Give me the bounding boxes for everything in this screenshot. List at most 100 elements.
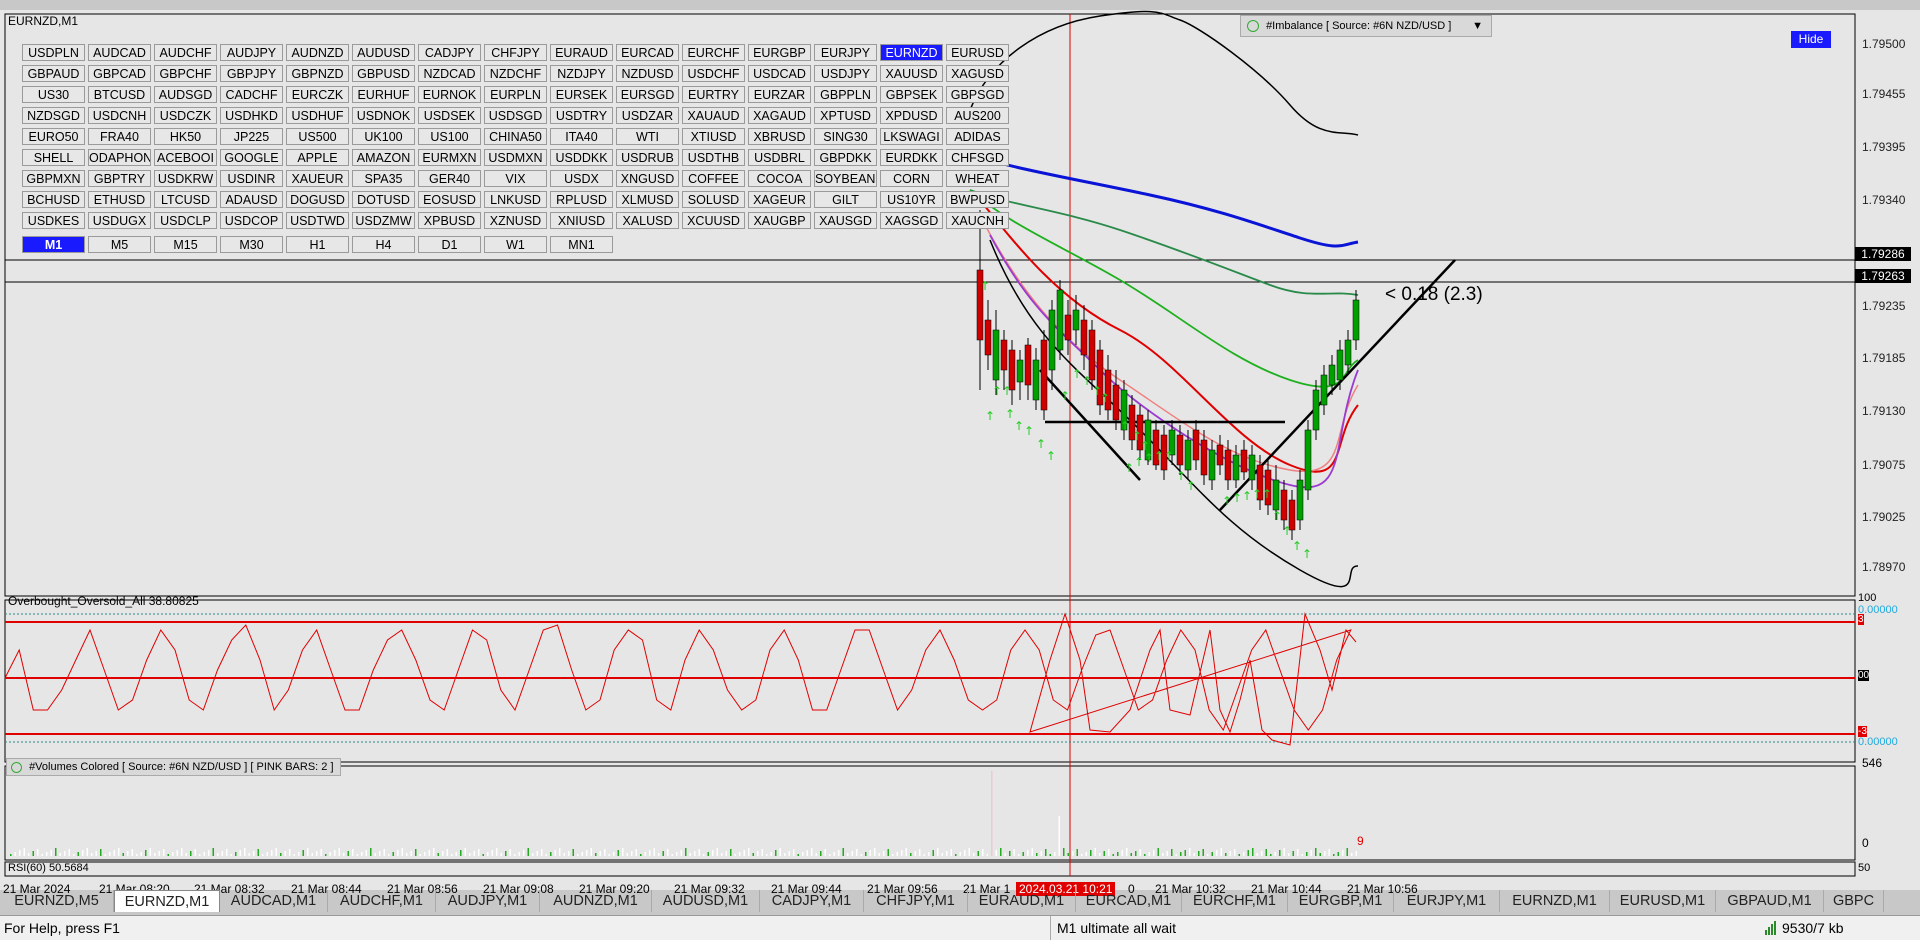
symbol-button-chfjpy[interactable]: CHFJPY xyxy=(484,44,547,61)
chart-tab[interactable]: EURCAD,M1 xyxy=(1076,890,1182,912)
symbol-button-gbppln[interactable]: GBPPLN xyxy=(814,86,877,103)
symbol-button-usdmxn[interactable]: USDMXN xyxy=(484,149,547,166)
symbol-button-adausd[interactable]: ADAUSD xyxy=(220,191,283,208)
symbol-button-nzdusd[interactable]: NZDUSD xyxy=(616,65,679,82)
symbol-button-usdugx[interactable]: USDUGX xyxy=(88,212,151,229)
symbol-button-us100[interactable]: US100 xyxy=(418,128,481,145)
symbol-button-gbpsek[interactable]: GBPSEK xyxy=(880,86,943,103)
symbol-button-usdsek[interactable]: USDSEK xyxy=(418,107,481,124)
symbol-button-lnkusd[interactable]: LNKUSD xyxy=(484,191,547,208)
chart-tab[interactable]: EURAUD,M1 xyxy=(968,890,1076,912)
symbol-button-us500[interactable]: US500 xyxy=(286,128,349,145)
symbol-button-usdcop[interactable]: USDCOP xyxy=(220,212,283,229)
symbol-button-adidas[interactable]: ADIDAS xyxy=(946,128,1009,145)
chart-tab[interactable]: AUDNZD,M1 xyxy=(540,890,652,912)
symbol-button-usdkes[interactable]: USDKES xyxy=(22,212,85,229)
symbol-button-xaucnh[interactable]: XAUCNH xyxy=(946,212,1009,229)
symbol-button-ita40[interactable]: ITA40 xyxy=(550,128,613,145)
symbol-button-amazon[interactable]: AMAZON xyxy=(352,149,415,166)
symbol-button-fra40[interactable]: FRA40 xyxy=(88,128,151,145)
symbol-button-usdczk[interactable]: USDCZK xyxy=(154,107,217,124)
symbol-button-acebooi[interactable]: ACEBOOI xyxy=(154,149,217,166)
symbol-button-bwpusd[interactable]: BWPUSD xyxy=(946,191,1009,208)
symbol-button-rplusd[interactable]: RPLUSD xyxy=(550,191,613,208)
symbol-button-xznusd[interactable]: XZNUSD xyxy=(484,212,547,229)
symbol-button-gilt[interactable]: GILT xyxy=(814,191,877,208)
symbol-button-chfsgd[interactable]: CHFSGD xyxy=(946,149,1009,166)
chart-tab[interactable]: AUDCHF,M1 xyxy=(328,890,436,912)
symbol-button-audcad[interactable]: AUDCAD xyxy=(88,44,151,61)
symbol-button-spa35[interactable]: SPA35 xyxy=(352,170,415,187)
symbol-button-usdcnh[interactable]: USDCNH xyxy=(88,107,151,124)
chart-tab[interactable]: CHFJPY,M1 xyxy=(864,890,968,912)
symbol-button-xbrusd[interactable]: XBRUSD xyxy=(748,128,811,145)
symbol-button-dogusd[interactable]: DOGUSD xyxy=(286,191,349,208)
symbol-button-cadchf[interactable]: CADCHF xyxy=(220,86,283,103)
symbol-button-coffee[interactable]: COFFEE xyxy=(682,170,745,187)
symbol-button-xalusd[interactable]: XALUSD xyxy=(616,212,679,229)
symbol-button-xcuusd[interactable]: XCUUSD xyxy=(682,212,745,229)
symbol-button-gbpsgd[interactable]: GBPSGD xyxy=(946,86,1009,103)
symbol-button-xniusd[interactable]: XNIUSD xyxy=(550,212,613,229)
symbol-button-jp225[interactable]: JP225 xyxy=(220,128,283,145)
symbol-button-usdzmw[interactable]: USDZMW xyxy=(352,212,415,229)
symbol-button-china50[interactable]: CHINA50 xyxy=(484,128,547,145)
symbol-button-ger40[interactable]: GER40 xyxy=(418,170,481,187)
chevron-down-icon[interactable]: ▼ xyxy=(1472,20,1483,32)
volumes-indicator[interactable]: #Volumes Colored [ Source: #6N NZD/USD ]… xyxy=(6,758,341,776)
timeframe-button-w1[interactable]: W1 xyxy=(484,236,547,253)
chart-tab[interactable]: AUDJPY,M1 xyxy=(436,890,540,912)
symbol-button-eurjpy[interactable]: EURJPY xyxy=(814,44,877,61)
symbol-button-usdzar[interactable]: USDZAR xyxy=(616,107,679,124)
symbol-button-bchusd[interactable]: BCHUSD xyxy=(22,191,85,208)
symbol-button-eosusd[interactable]: EOSUSD xyxy=(418,191,481,208)
symbol-button-usdthb[interactable]: USDTHB xyxy=(682,149,745,166)
symbol-button-usdhuf[interactable]: USDHUF xyxy=(286,107,349,124)
chart-tab[interactable]: EURGBP,M1 xyxy=(1288,890,1394,912)
symbol-button-xagaud[interactable]: XAGAUD xyxy=(748,107,811,124)
symbol-button-ltcusd[interactable]: LTCUSD xyxy=(154,191,217,208)
symbol-button-xpbusd[interactable]: XPBUSD xyxy=(418,212,481,229)
symbol-button-gbpdkk[interactable]: GBPDKK xyxy=(814,149,877,166)
symbol-button-usdinr[interactable]: USDINR xyxy=(220,170,283,187)
symbol-button-gbpnzd[interactable]: GBPNZD xyxy=(286,65,349,82)
symbol-button-xlmusd[interactable]: XLMUSD xyxy=(616,191,679,208)
symbol-button-usdrub[interactable]: USDRUB xyxy=(616,149,679,166)
symbol-button-xagsgd[interactable]: XAGSGD xyxy=(880,212,943,229)
symbol-button-xagusd[interactable]: XAGUSD xyxy=(946,65,1009,82)
symbol-button-xpdusd[interactable]: XPDUSD xyxy=(880,107,943,124)
symbol-button-vix[interactable]: VIX xyxy=(484,170,547,187)
timeframe-button-m30[interactable]: M30 xyxy=(220,236,283,253)
symbol-button-xausgd[interactable]: XAUSGD xyxy=(814,212,877,229)
symbol-button-usdnok[interactable]: USDNOK xyxy=(352,107,415,124)
chart-tab[interactable]: AUDCAD,M1 xyxy=(220,890,328,912)
symbol-button-gbpaud[interactable]: GBPAUD xyxy=(22,65,85,82)
symbol-button-ethusd[interactable]: ETHUSD xyxy=(88,191,151,208)
symbol-button-us10yr[interactable]: US10YR xyxy=(880,191,943,208)
symbol-button-eurnzd[interactable]: EURNZD xyxy=(880,44,943,61)
symbol-button-google[interactable]: GOOGLE xyxy=(220,149,283,166)
symbol-button-gbpjpy[interactable]: GBPJPY xyxy=(220,65,283,82)
symbol-button-gbpmxn[interactable]: GBPMXN xyxy=(22,170,85,187)
timeframe-button-m1[interactable]: M1 xyxy=(22,236,85,253)
symbol-button-xageur[interactable]: XAGEUR xyxy=(748,191,811,208)
symbol-button-euro50[interactable]: EURO50 xyxy=(22,128,85,145)
chart-tab[interactable]: EURCHF,M1 xyxy=(1182,890,1288,912)
symbol-button-eurchf[interactable]: EURCHF xyxy=(682,44,745,61)
symbol-button-sing30[interactable]: SING30 xyxy=(814,128,877,145)
symbol-button-eurmxn[interactable]: EURMXN xyxy=(418,149,481,166)
chart-tab[interactable]: GBPC xyxy=(1824,890,1884,912)
symbol-button-eurnok[interactable]: EURNOK xyxy=(418,86,481,103)
symbol-button-cocoa[interactable]: COCOA xyxy=(748,170,811,187)
symbol-button-us30[interactable]: US30 xyxy=(22,86,85,103)
symbol-button-xaueur[interactable]: XAUEUR xyxy=(286,170,349,187)
symbol-button-xauaud[interactable]: XAUAUD xyxy=(682,107,745,124)
symbol-button-xtiusd[interactable]: XTIUSD xyxy=(682,128,745,145)
timeframe-button-m15[interactable]: M15 xyxy=(154,236,217,253)
symbol-button-hk50[interactable]: HK50 xyxy=(154,128,217,145)
symbol-button-dotusd[interactable]: DOTUSD xyxy=(352,191,415,208)
symbol-button-eursgd[interactable]: EURSGD xyxy=(616,86,679,103)
symbol-button-apple[interactable]: APPLE xyxy=(286,149,349,166)
symbol-button-usdclp[interactable]: USDCLP xyxy=(154,212,217,229)
symbol-button-usdcad[interactable]: USDCAD xyxy=(748,65,811,82)
